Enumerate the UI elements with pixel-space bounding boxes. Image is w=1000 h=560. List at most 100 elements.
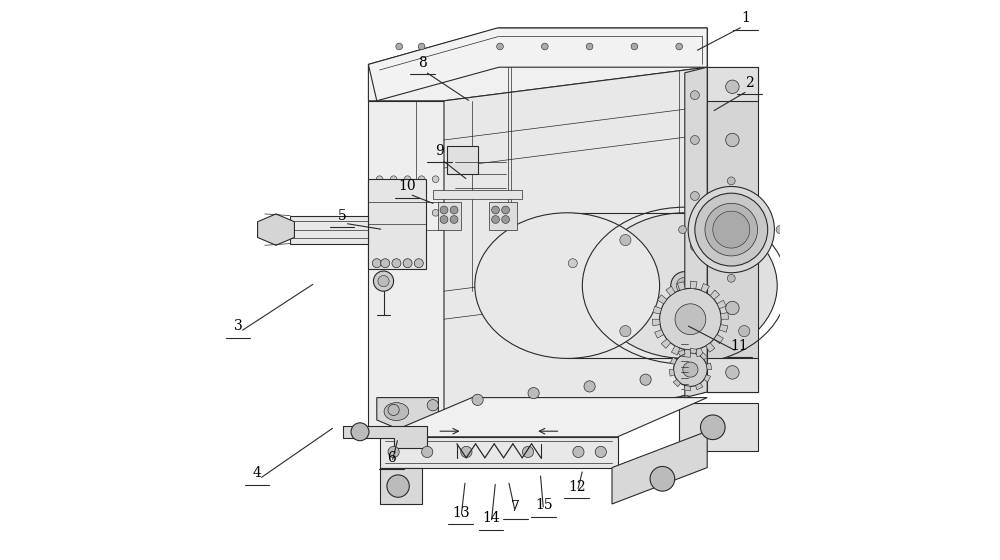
Circle shape (620, 235, 631, 246)
Circle shape (690, 91, 699, 100)
Text: 8: 8 (418, 56, 427, 70)
Polygon shape (368, 101, 444, 437)
Circle shape (396, 43, 403, 50)
Circle shape (726, 366, 739, 379)
Circle shape (683, 362, 698, 377)
Polygon shape (684, 386, 690, 391)
Circle shape (620, 325, 631, 337)
Circle shape (418, 43, 425, 50)
Polygon shape (679, 403, 758, 451)
Polygon shape (696, 348, 703, 357)
Circle shape (373, 271, 394, 291)
Text: 11: 11 (731, 339, 749, 353)
Circle shape (440, 206, 448, 214)
Circle shape (497, 43, 503, 50)
Circle shape (351, 423, 369, 441)
Circle shape (414, 259, 423, 268)
Circle shape (676, 277, 693, 294)
Circle shape (676, 43, 683, 50)
Circle shape (705, 203, 758, 256)
Circle shape (472, 394, 483, 405)
Circle shape (461, 446, 472, 458)
Circle shape (726, 245, 739, 259)
Circle shape (387, 475, 409, 497)
Polygon shape (343, 426, 427, 448)
Circle shape (418, 209, 425, 216)
Polygon shape (258, 214, 294, 245)
Circle shape (739, 235, 750, 246)
Circle shape (690, 192, 699, 200)
Text: 1: 1 (741, 11, 750, 25)
Circle shape (388, 446, 399, 458)
Polygon shape (704, 375, 711, 382)
Circle shape (403, 259, 412, 268)
Text: 3: 3 (234, 319, 242, 333)
Polygon shape (666, 286, 675, 296)
Text: 14: 14 (482, 511, 500, 525)
Polygon shape (380, 398, 707, 437)
Polygon shape (653, 306, 661, 314)
Circle shape (726, 133, 739, 147)
Circle shape (679, 226, 686, 234)
Circle shape (378, 276, 389, 287)
Circle shape (690, 337, 699, 346)
Polygon shape (368, 179, 426, 269)
Circle shape (432, 209, 439, 216)
Circle shape (502, 206, 510, 214)
Text: 7: 7 (511, 500, 520, 514)
Polygon shape (377, 398, 438, 434)
Polygon shape (497, 28, 707, 246)
Circle shape (392, 259, 401, 268)
Polygon shape (677, 282, 685, 290)
Circle shape (688, 186, 774, 273)
Circle shape (726, 301, 739, 315)
Circle shape (427, 400, 438, 411)
Circle shape (372, 259, 381, 268)
Circle shape (631, 43, 638, 50)
Circle shape (376, 209, 383, 216)
Polygon shape (678, 349, 685, 356)
Polygon shape (684, 349, 690, 357)
Circle shape (727, 274, 735, 282)
Circle shape (522, 446, 534, 458)
Polygon shape (368, 28, 707, 101)
Circle shape (776, 226, 784, 234)
Polygon shape (290, 216, 368, 244)
Circle shape (390, 176, 397, 183)
Polygon shape (655, 330, 664, 338)
Ellipse shape (475, 213, 660, 358)
Circle shape (450, 216, 458, 223)
Circle shape (381, 259, 390, 268)
Circle shape (650, 466, 675, 491)
Circle shape (640, 374, 651, 385)
Polygon shape (719, 325, 728, 332)
Circle shape (700, 415, 725, 440)
Circle shape (726, 80, 739, 94)
Polygon shape (710, 290, 720, 300)
Text: 4: 4 (253, 466, 261, 480)
Polygon shape (690, 281, 697, 289)
Text: 5: 5 (338, 209, 346, 223)
Polygon shape (707, 67, 758, 392)
Circle shape (440, 216, 448, 223)
Circle shape (541, 43, 548, 50)
Ellipse shape (592, 213, 777, 358)
Circle shape (492, 216, 499, 223)
Text: 2: 2 (745, 76, 754, 90)
Polygon shape (489, 202, 517, 230)
Circle shape (528, 388, 539, 399)
Circle shape (675, 304, 706, 335)
Polygon shape (380, 468, 422, 504)
Circle shape (450, 206, 458, 214)
Circle shape (573, 446, 584, 458)
Circle shape (376, 176, 383, 183)
Polygon shape (438, 202, 461, 230)
Polygon shape (721, 312, 728, 319)
Polygon shape (700, 352, 708, 360)
Text: 9: 9 (435, 144, 444, 158)
Circle shape (595, 446, 606, 458)
Circle shape (671, 272, 699, 300)
Circle shape (727, 177, 735, 185)
Polygon shape (673, 380, 681, 387)
Circle shape (492, 206, 499, 214)
